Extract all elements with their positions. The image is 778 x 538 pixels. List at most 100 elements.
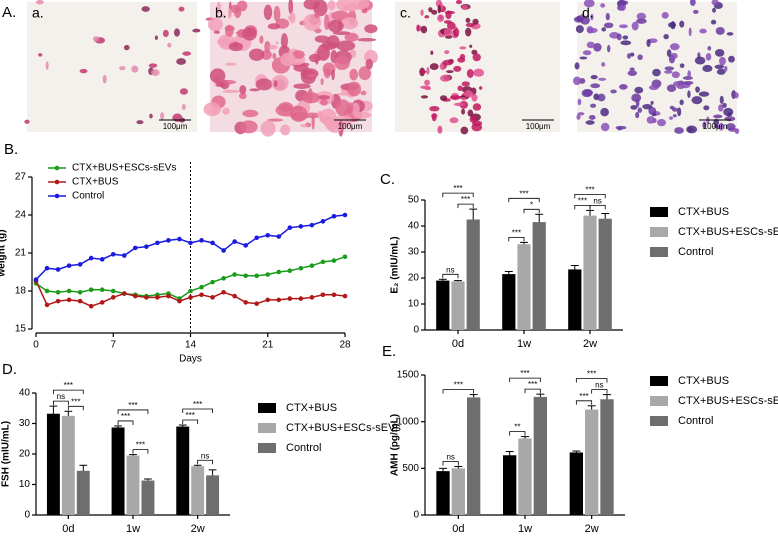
point [243,300,248,305]
point [232,272,237,277]
cell [289,105,308,122]
cell [227,8,232,19]
significance-bracket [442,192,474,198]
legend-label: Control [72,191,104,202]
cell [154,35,158,41]
cell [267,118,284,122]
cell [344,32,359,42]
cell [617,127,623,131]
cell [637,54,643,61]
significance-label: * [530,200,533,209]
legend-swatch [650,207,668,217]
point [88,255,94,261]
cell [280,124,291,136]
cell [607,44,611,53]
cell [600,107,609,117]
significance-bracket [575,400,593,405]
cell [463,90,474,98]
cell [288,15,293,20]
cell [679,63,685,68]
cell [357,38,377,42]
cell [361,9,368,14]
bar [598,218,612,330]
y-tick-label: 10 [19,479,31,490]
bar [517,244,531,330]
bar [46,413,60,515]
cell [317,95,331,100]
scale-label: 100μm [163,122,188,131]
cell [610,89,617,94]
cell [300,123,309,128]
x-tick-label: 28 [339,340,351,351]
cell [446,70,454,74]
cell [341,17,359,30]
cell [203,102,222,117]
cell [598,77,607,81]
cell [263,4,273,20]
bar [568,269,582,330]
cell [444,50,450,55]
cell [630,52,635,57]
legend-swatch [650,396,668,406]
legend-label: CTX+BUS [678,375,729,387]
point [320,259,326,265]
bar [569,452,583,515]
y-tick-label: 20 [408,273,420,284]
cell [664,70,673,74]
panel-label: C. [380,171,395,188]
cell [455,0,463,5]
cell [663,34,669,40]
cell [349,68,359,81]
point [177,298,182,304]
significance-bracket [132,449,149,454]
cell [216,1,222,14]
cell [582,50,592,56]
cell [712,7,716,13]
cell [275,104,295,117]
cell [123,44,130,51]
cell [666,84,677,92]
legend-label: CTX+BUS [678,206,729,218]
cell [719,56,726,66]
cell [666,49,672,57]
point [254,273,260,279]
cell [661,11,669,19]
cell [590,103,597,108]
cell [264,40,271,53]
cell [255,78,273,91]
bar [111,427,125,515]
point [331,292,337,298]
bar [436,471,450,515]
significance-label: *** [587,370,596,379]
cell [102,74,107,84]
significance-bracket [509,431,526,436]
bar [583,215,597,330]
point [331,258,337,263]
significance-bracket [524,388,541,394]
cell [670,21,676,30]
cell [616,33,622,41]
cell [160,112,165,121]
cell [303,112,322,119]
cell [581,89,593,98]
significance-label: *** [585,186,594,195]
cell [426,67,430,75]
point [166,293,171,299]
significance-label: *** [454,381,463,390]
point [188,295,193,300]
cell [439,95,448,101]
cell [280,33,288,49]
cell [472,120,483,127]
cell [465,22,475,28]
cell [636,12,647,20]
cell [35,0,44,5]
cell [260,120,276,137]
significance-bracket [523,208,540,214]
micrograph-label: c. [400,5,411,21]
cell [459,46,467,50]
y-axis-title: E₂ (mIU/mL) [390,236,401,293]
point [276,297,282,303]
legend-swatch [258,403,276,413]
cell [619,24,628,29]
y-tick-label: 0 [24,510,30,521]
